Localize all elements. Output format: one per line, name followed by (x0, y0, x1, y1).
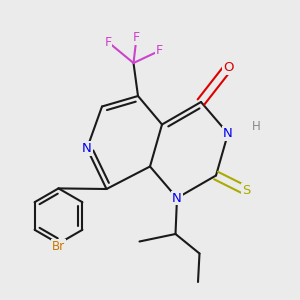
Text: F: F (155, 44, 163, 58)
Text: S: S (242, 184, 250, 197)
Text: Br: Br (52, 240, 65, 253)
Text: O: O (223, 61, 233, 74)
Text: N: N (223, 127, 233, 140)
Text: N: N (82, 142, 92, 155)
Text: N: N (172, 191, 182, 205)
Text: H: H (252, 119, 261, 133)
Text: F: F (133, 31, 140, 44)
Text: F: F (104, 35, 112, 49)
